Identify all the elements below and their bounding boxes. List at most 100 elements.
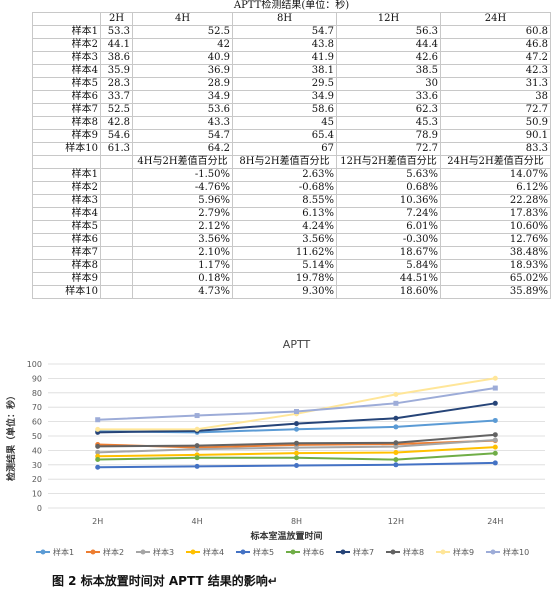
- table-row: 样本7 52.5 53.6 58.6 62.3 72.7: [32, 103, 551, 117]
- x-tick-label: 2H: [92, 517, 103, 526]
- table-row: 样本2 44.1 42 43.8 44.4 46.8: [32, 38, 551, 52]
- table-cell: 53.6: [132, 103, 233, 117]
- table-cell: 47.2: [440, 51, 551, 65]
- row-label: 样本1: [32, 25, 101, 39]
- data-point: [194, 426, 200, 432]
- data-point: [194, 443, 200, 449]
- diff-cell: 1.17%: [132, 259, 233, 273]
- table-cell: 28.9: [132, 77, 233, 91]
- table-cell: 52.5: [100, 103, 133, 117]
- table-row: 样本4 35.9 36.9 38.1 38.5 42.3: [32, 64, 551, 78]
- column-header: 2H: [100, 12, 133, 26]
- data-point: [393, 400, 399, 406]
- diff-cell: 35.89%: [440, 285, 551, 299]
- legend-marker: [290, 549, 296, 555]
- row-label: 样本4: [32, 64, 101, 78]
- diff-cell: 14.07%: [440, 168, 551, 182]
- data-point: [294, 440, 299, 446]
- data-point: [492, 432, 498, 438]
- data-point: [294, 426, 299, 432]
- diff-column-header: 8H与2H差值百分比: [232, 155, 337, 169]
- table-cell: 38.6: [100, 51, 133, 65]
- legend-label: 样本3: [153, 547, 174, 557]
- data-point: [393, 424, 399, 430]
- diff-cell: 3.56%: [132, 233, 233, 247]
- y-tick-label: 0: [37, 504, 42, 513]
- table-cell: 42: [132, 38, 233, 52]
- column-header: [32, 12, 101, 26]
- row-label: 样本5: [32, 77, 101, 91]
- legend-marker: [340, 549, 346, 555]
- table-row: 样本10 61.3 64.2 67 72.7 83.3: [32, 142, 551, 156]
- data-point: [492, 437, 498, 443]
- diff-table-row: 样本2 -4.76% -0.68% 0.68% 6.12%: [32, 181, 551, 195]
- diff-cell: 6.01%: [336, 220, 441, 234]
- row-label: 样本3: [32, 194, 101, 208]
- data-point: [393, 450, 399, 456]
- diff-cell: 7.24%: [336, 207, 441, 221]
- data-point: [492, 460, 498, 466]
- diff-cell: -4.76%: [132, 181, 233, 195]
- diff-cell: 44.51%: [336, 272, 441, 286]
- table-cell: 43.3: [132, 116, 233, 130]
- legend-marker: [440, 549, 446, 555]
- legend-label: 样本4: [203, 547, 224, 557]
- diff-cell: 10.60%: [440, 220, 551, 234]
- diff-column-header: 4H与2H差值百分比: [132, 155, 233, 169]
- table-cell: 40.9: [132, 51, 233, 65]
- data-point: [492, 444, 498, 450]
- legend-label: 样本2: [103, 547, 124, 557]
- y-tick-label: 50: [32, 432, 42, 441]
- diff-cell: 2.12%: [132, 220, 233, 234]
- row-label: 样本5: [32, 220, 101, 234]
- table-cell: 56.3: [336, 25, 441, 39]
- data-point: [393, 444, 399, 450]
- diff-cell: [100, 233, 133, 247]
- data-point: [492, 400, 498, 406]
- diff-cell: 5.14%: [232, 259, 337, 273]
- row-label: 样本9: [32, 129, 101, 143]
- table-cell: 53.3: [100, 25, 133, 39]
- table-cell: 54.7: [132, 129, 233, 143]
- row-label: 样本8: [32, 259, 101, 273]
- diff-cell: 18.67%: [336, 246, 441, 260]
- legend-label: 样本10: [503, 547, 529, 557]
- diff-cell: 22.28%: [440, 194, 551, 208]
- legend-label: 样本6: [303, 547, 324, 557]
- y-axis-label: 检测结果（单位：秒）: [5, 391, 17, 481]
- table-cell: 50.9: [440, 116, 551, 130]
- data-point: [194, 446, 200, 452]
- table-cell: 30: [336, 77, 441, 91]
- table-cell: 42.3: [440, 64, 551, 78]
- diff-cell: 5.96%: [132, 194, 233, 208]
- diff-cell: 2.10%: [132, 246, 233, 260]
- y-tick-label: 100: [27, 360, 42, 369]
- table-cell: 61.3: [100, 142, 133, 156]
- diff-cell: -1.50%: [132, 168, 233, 182]
- diff-cell: 3.56%: [232, 233, 337, 247]
- row-label: 样本3: [32, 51, 101, 65]
- data-point: [492, 417, 498, 423]
- table-cell: 38.5: [336, 64, 441, 78]
- diff-cell: 19.78%: [232, 272, 337, 286]
- column-header: 4H: [132, 12, 233, 26]
- row-label: 样本7: [32, 103, 101, 117]
- diff-cell: 6.12%: [440, 181, 551, 195]
- data-point: [95, 417, 101, 423]
- legend-marker: [140, 549, 146, 555]
- table-cell: 78.9: [336, 129, 441, 143]
- diff-table-row: 样本10 4.73% 9.30% 18.60% 35.89%: [32, 285, 551, 299]
- row-label: 样本7: [32, 246, 101, 260]
- y-tick-label: 40: [32, 446, 42, 455]
- data-point: [393, 457, 399, 463]
- table-cell: 44.4: [336, 38, 441, 52]
- diff-cell: [100, 194, 133, 208]
- diff-cell: [100, 181, 133, 195]
- table-cell: 36.9: [132, 64, 233, 78]
- table-row: 样本6 33.7 34.9 34.9 33.6 38: [32, 90, 551, 104]
- diff-cell: 2.63%: [232, 168, 337, 182]
- table-cell: 54.7: [232, 25, 337, 39]
- row-label: 样本6: [32, 233, 101, 247]
- y-tick-label: 60: [32, 418, 42, 427]
- column-header: 12H: [336, 12, 441, 26]
